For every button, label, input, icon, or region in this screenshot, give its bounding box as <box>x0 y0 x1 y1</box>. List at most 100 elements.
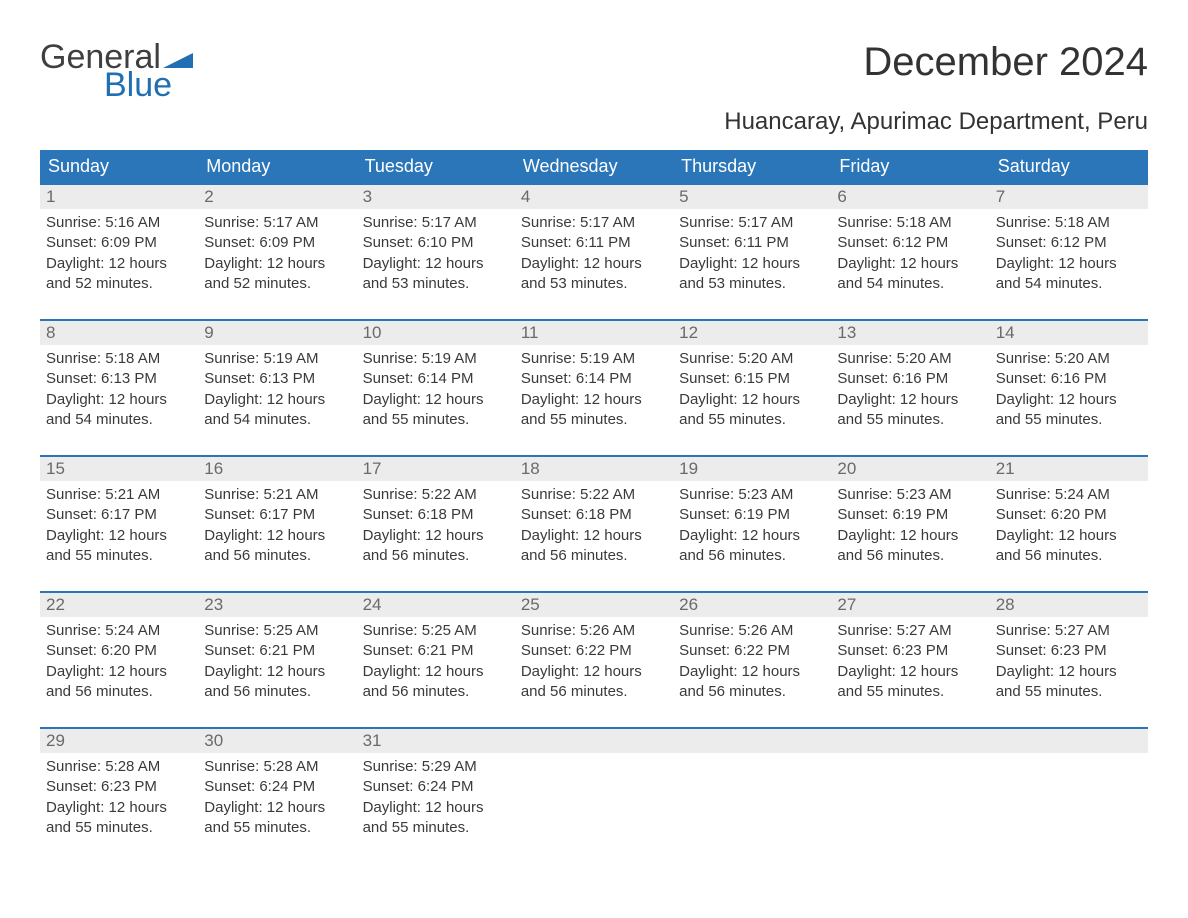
calendar-day-cell: 11Sunrise: 5:19 AMSunset: 6:14 PMDayligh… <box>515 320 673 456</box>
day-number: 16 <box>198 457 356 481</box>
day-number: 28 <box>990 593 1148 617</box>
weekday-header: Thursday <box>673 150 831 184</box>
calendar-day-cell: 5Sunrise: 5:17 AMSunset: 6:11 PMDaylight… <box>673 184 831 320</box>
sunset-line: Sunset: 6:19 PM <box>679 505 825 525</box>
sunset-line: Sunset: 6:18 PM <box>521 505 667 525</box>
sunset-line: Sunset: 6:19 PM <box>837 505 983 525</box>
day-data: Sunrise: 5:19 AMSunset: 6:14 PMDaylight:… <box>515 345 673 455</box>
daylight-line-2: and 56 minutes. <box>363 546 509 566</box>
calendar-day-cell: 22Sunrise: 5:24 AMSunset: 6:20 PMDayligh… <box>40 592 198 728</box>
weekday-header: Tuesday <box>357 150 515 184</box>
day-number: 27 <box>831 593 989 617</box>
day-number: 7 <box>990 185 1148 209</box>
day-number: 22 <box>40 593 198 617</box>
day-data: Sunrise: 5:17 AMSunset: 6:09 PMDaylight:… <box>198 209 356 319</box>
calendar-day-cell: 2Sunrise: 5:17 AMSunset: 6:09 PMDaylight… <box>198 184 356 320</box>
daylight-line-1: Daylight: 12 hours <box>521 526 667 546</box>
sunrise-line: Sunrise: 5:24 AM <box>46 621 192 641</box>
daylight-line-1: Daylight: 12 hours <box>679 662 825 682</box>
calendar-day-cell: 20Sunrise: 5:23 AMSunset: 6:19 PMDayligh… <box>831 456 989 592</box>
calendar-day-cell: 31Sunrise: 5:29 AMSunset: 6:24 PMDayligh… <box>357 728 515 863</box>
sunrise-line: Sunrise: 5:22 AM <box>363 485 509 505</box>
daylight-line-2: and 54 minutes. <box>204 410 350 430</box>
daylight-line-1: Daylight: 12 hours <box>363 526 509 546</box>
sunrise-line: Sunrise: 5:20 AM <box>996 349 1142 369</box>
day-data: Sunrise: 5:19 AMSunset: 6:14 PMDaylight:… <box>357 345 515 455</box>
calendar-day-cell: 1Sunrise: 5:16 AMSunset: 6:09 PMDaylight… <box>40 184 198 320</box>
calendar-day-cell: 18Sunrise: 5:22 AMSunset: 6:18 PMDayligh… <box>515 456 673 592</box>
day-data: Sunrise: 5:23 AMSunset: 6:19 PMDaylight:… <box>831 481 989 591</box>
calendar-day-cell: 19Sunrise: 5:23 AMSunset: 6:19 PMDayligh… <box>673 456 831 592</box>
calendar-week-row: 8Sunrise: 5:18 AMSunset: 6:13 PMDaylight… <box>40 320 1148 456</box>
sunset-line: Sunset: 6:09 PM <box>204 233 350 253</box>
sunrise-line: Sunrise: 5:27 AM <box>837 621 983 641</box>
sunset-line: Sunset: 6:21 PM <box>204 641 350 661</box>
sunrise-line: Sunrise: 5:17 AM <box>204 213 350 233</box>
daylight-line-2: and 56 minutes. <box>521 682 667 702</box>
daylight-line-1: Daylight: 12 hours <box>204 526 350 546</box>
calendar-day-cell: 24Sunrise: 5:25 AMSunset: 6:21 PMDayligh… <box>357 592 515 728</box>
sunrise-line: Sunrise: 5:19 AM <box>363 349 509 369</box>
daylight-line-1: Daylight: 12 hours <box>679 390 825 410</box>
calendar-day-cell: 10Sunrise: 5:19 AMSunset: 6:14 PMDayligh… <box>357 320 515 456</box>
daylight-line-1: Daylight: 12 hours <box>996 254 1142 274</box>
sunset-line: Sunset: 6:12 PM <box>996 233 1142 253</box>
calendar-day-cell: 25Sunrise: 5:26 AMSunset: 6:22 PMDayligh… <box>515 592 673 728</box>
daylight-line-1: Daylight: 12 hours <box>521 390 667 410</box>
sunrise-line: Sunrise: 5:29 AM <box>363 757 509 777</box>
sunrise-line: Sunrise: 5:23 AM <box>837 485 983 505</box>
calendar-day-cell <box>990 728 1148 863</box>
sunset-line: Sunset: 6:14 PM <box>363 369 509 389</box>
day-data: Sunrise: 5:19 AMSunset: 6:13 PMDaylight:… <box>198 345 356 455</box>
calendar-day-cell: 28Sunrise: 5:27 AMSunset: 6:23 PMDayligh… <box>990 592 1148 728</box>
day-data: Sunrise: 5:17 AMSunset: 6:11 PMDaylight:… <box>673 209 831 319</box>
day-number: 18 <box>515 457 673 481</box>
sunrise-line: Sunrise: 5:21 AM <box>204 485 350 505</box>
calendar-table: SundayMondayTuesdayWednesdayThursdayFrid… <box>40 150 1148 863</box>
sunset-line: Sunset: 6:24 PM <box>363 777 509 797</box>
daylight-line-1: Daylight: 12 hours <box>996 526 1142 546</box>
sunrise-line: Sunrise: 5:28 AM <box>46 757 192 777</box>
weekday-header: Wednesday <box>515 150 673 184</box>
weekday-header-row: SundayMondayTuesdayWednesdayThursdayFrid… <box>40 150 1148 184</box>
day-number: 14 <box>990 321 1148 345</box>
day-number: 17 <box>357 457 515 481</box>
daylight-line-2: and 52 minutes. <box>204 274 350 294</box>
daylight-line-2: and 55 minutes. <box>679 410 825 430</box>
daylight-line-1: Daylight: 12 hours <box>204 662 350 682</box>
daylight-line-2: and 56 minutes. <box>204 546 350 566</box>
day-data: Sunrise: 5:20 AMSunset: 6:16 PMDaylight:… <box>990 345 1148 455</box>
day-data-empty <box>831 753 989 863</box>
day-data: Sunrise: 5:28 AMSunset: 6:23 PMDaylight:… <box>40 753 198 863</box>
daylight-line-1: Daylight: 12 hours <box>996 662 1142 682</box>
daylight-line-2: and 55 minutes. <box>837 682 983 702</box>
daylight-line-2: and 55 minutes. <box>204 818 350 838</box>
calendar-day-cell <box>831 728 989 863</box>
day-data: Sunrise: 5:17 AMSunset: 6:10 PMDaylight:… <box>357 209 515 319</box>
daylight-line-1: Daylight: 12 hours <box>46 798 192 818</box>
calendar-day-cell: 14Sunrise: 5:20 AMSunset: 6:16 PMDayligh… <box>990 320 1148 456</box>
daylight-line-1: Daylight: 12 hours <box>204 254 350 274</box>
daylight-line-1: Daylight: 12 hours <box>837 526 983 546</box>
day-number-empty <box>673 729 831 753</box>
day-number: 9 <box>198 321 356 345</box>
sunrise-line: Sunrise: 5:18 AM <box>46 349 192 369</box>
calendar-day-cell <box>515 728 673 863</box>
daylight-line-2: and 56 minutes. <box>204 682 350 702</box>
daylight-line-2: and 54 minutes. <box>996 274 1142 294</box>
sunset-line: Sunset: 6:20 PM <box>46 641 192 661</box>
day-data: Sunrise: 5:18 AMSunset: 6:13 PMDaylight:… <box>40 345 198 455</box>
sunrise-line: Sunrise: 5:25 AM <box>204 621 350 641</box>
day-data: Sunrise: 5:25 AMSunset: 6:21 PMDaylight:… <box>198 617 356 727</box>
day-data: Sunrise: 5:20 AMSunset: 6:16 PMDaylight:… <box>831 345 989 455</box>
sunset-line: Sunset: 6:23 PM <box>996 641 1142 661</box>
calendar-day-cell: 15Sunrise: 5:21 AMSunset: 6:17 PMDayligh… <box>40 456 198 592</box>
daylight-line-1: Daylight: 12 hours <box>679 526 825 546</box>
daylight-line-1: Daylight: 12 hours <box>46 390 192 410</box>
day-number: 11 <box>515 321 673 345</box>
day-number: 21 <box>990 457 1148 481</box>
sunrise-line: Sunrise: 5:19 AM <box>204 349 350 369</box>
daylight-line-1: Daylight: 12 hours <box>204 798 350 818</box>
weekday-header: Saturday <box>990 150 1148 184</box>
daylight-line-2: and 56 minutes. <box>679 682 825 702</box>
